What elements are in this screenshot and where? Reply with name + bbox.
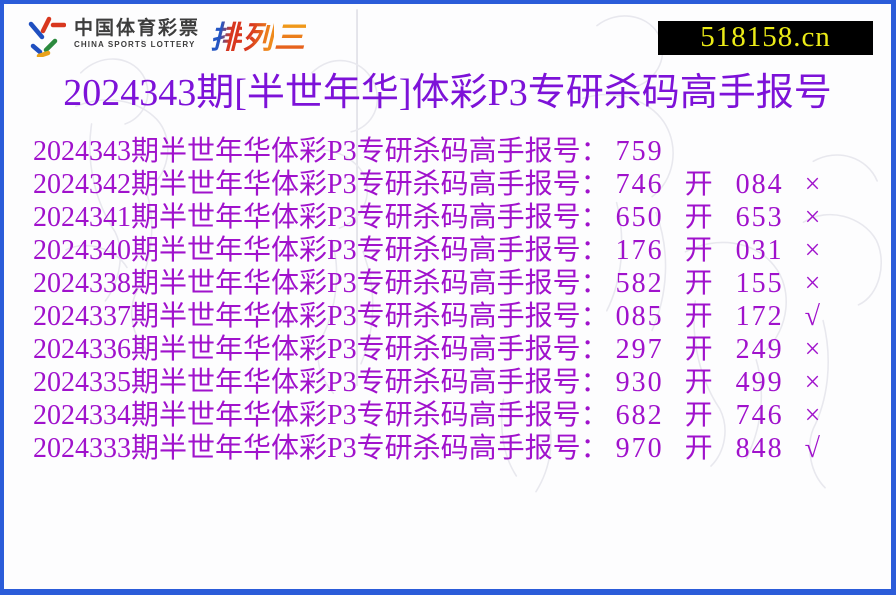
row-pick-number: 970 xyxy=(615,433,664,464)
row-result-mark: × xyxy=(804,367,821,398)
row-open-label: 开 xyxy=(684,301,715,332)
row-prefix: 2024333期半世年华体彩P3专研杀码高手报号： xyxy=(33,433,609,464)
row-result-mark: × xyxy=(804,268,821,299)
row-prefix: 2024341期半世年华体彩P3专研杀码高手报号： xyxy=(33,202,609,233)
row-open-label: 开 xyxy=(684,202,715,233)
row-open-label: 开 xyxy=(684,268,715,299)
row-drawn-number: 848 xyxy=(735,433,784,464)
row-open-label: 开 xyxy=(684,400,715,431)
product-char-3: 三 xyxy=(274,12,306,57)
row-pick-number: 746 xyxy=(615,169,664,200)
row-pick-number: 650 xyxy=(615,202,664,233)
report-row: 2024338期半世年华体彩P3专研杀码高手报号： 582 开 155 × xyxy=(33,267,820,300)
row-open-label: 开 xyxy=(684,334,715,365)
row-drawn-number: 084 xyxy=(735,169,784,200)
row-result-mark: × xyxy=(804,334,821,365)
brand-name-cn: 中国体育彩票 xyxy=(74,18,201,40)
row-pick-number: 682 xyxy=(615,400,664,431)
row-pick-number: 759 xyxy=(615,136,664,167)
row-pick-number: 297 xyxy=(615,334,664,365)
row-result-mark: × xyxy=(804,202,821,233)
brand-product-pailiesan: 排 列 三 xyxy=(210,12,306,57)
row-prefix: 2024334期半世年华体彩P3专研杀码高手报号： xyxy=(33,400,609,431)
row-result-mark: × xyxy=(804,400,821,431)
report-row: 2024340期半世年华体彩P3专研杀码高手报号： 176 开 031 × xyxy=(33,234,820,267)
row-pick-number: 085 xyxy=(615,301,664,332)
report-row: 2024334期半世年华体彩P3专研杀码高手报号： 682 开 746 × xyxy=(33,399,820,432)
row-drawn-number: 499 xyxy=(735,367,784,398)
report-row: 2024333期半世年华体彩P3专研杀码高手报号： 970 开 848 √ xyxy=(33,432,820,465)
report-row: 2024342期半世年华体彩P3专研杀码高手报号： 746 开 084 × xyxy=(33,168,820,201)
row-result-mark: √ xyxy=(804,301,820,332)
brand-text: 中国体育彩票 CHINA SPORTS LOTTERY xyxy=(74,19,200,49)
china-sports-lottery-logo-icon xyxy=(28,16,66,57)
row-prefix: 2024338期半世年华体彩P3专研杀码高手报号： xyxy=(33,268,609,299)
row-drawn-number: 249 xyxy=(735,334,784,365)
row-prefix: 2024342期半世年华体彩P3专研杀码高手报号： xyxy=(33,169,609,200)
product-char-2: 列 xyxy=(242,12,274,57)
row-open-label: 开 xyxy=(684,235,715,266)
row-open-label: 开 xyxy=(684,433,715,464)
row-prefix: 2024337期半世年华体彩P3专研杀码高手报号： xyxy=(33,301,609,332)
page-title: 2024343期[半世年华]体彩P3专研杀码高手报号 xyxy=(63,72,832,114)
row-drawn-number: 653 xyxy=(735,202,784,233)
report-list: 2024343期半世年华体彩P3专研杀码高手报号： 759 2024342期半世年… xyxy=(33,135,820,465)
row-result-mark: √ xyxy=(804,433,820,464)
row-prefix: 2024340期半世年华体彩P3专研杀码高手报号： xyxy=(33,235,609,266)
row-pick-number: 582 xyxy=(615,268,664,299)
product-char-1: 排 xyxy=(210,12,242,57)
row-drawn-number: 746 xyxy=(735,400,784,431)
row-prefix: 2024335期半世年华体彩P3专研杀码高手报号： xyxy=(33,367,609,398)
row-open-label: 开 xyxy=(684,169,715,200)
row-drawn-number: 155 xyxy=(735,268,784,299)
site-domain-badge[interactable]: 518158.cn xyxy=(658,21,873,55)
row-prefix: 2024343期半世年华体彩P3专研杀码高手报号： xyxy=(33,136,609,167)
report-row: 2024335期半世年华体彩P3专研杀码高手报号： 930 开 499 × xyxy=(33,366,820,399)
brand-name-en: CHINA SPORTS LOTTERY xyxy=(74,40,196,50)
row-pick-number: 176 xyxy=(615,235,664,266)
row-result-mark: × xyxy=(804,169,821,200)
report-row: 2024343期半世年华体彩P3专研杀码高手报号： 759 xyxy=(33,135,820,168)
row-drawn-number: 031 xyxy=(735,235,784,266)
row-drawn-number: 172 xyxy=(735,301,784,332)
row-result-mark: × xyxy=(804,235,821,266)
row-open-label: 开 xyxy=(684,367,715,398)
report-row: 2024336期半世年华体彩P3专研杀码高手报号： 297 开 249 × xyxy=(33,333,820,366)
report-row: 2024341期半世年华体彩P3专研杀码高手报号： 650 开 653 × xyxy=(33,201,820,234)
row-prefix: 2024336期半世年华体彩P3专研杀码高手报号： xyxy=(33,334,609,365)
row-pick-number: 930 xyxy=(615,367,664,398)
report-row: 2024337期半世年华体彩P3专研杀码高手报号： 085 开 172 √ xyxy=(33,300,820,333)
brand-header: 中国体育彩票 CHINA SPORTS LOTTERY 排 列 三 xyxy=(22,12,306,57)
